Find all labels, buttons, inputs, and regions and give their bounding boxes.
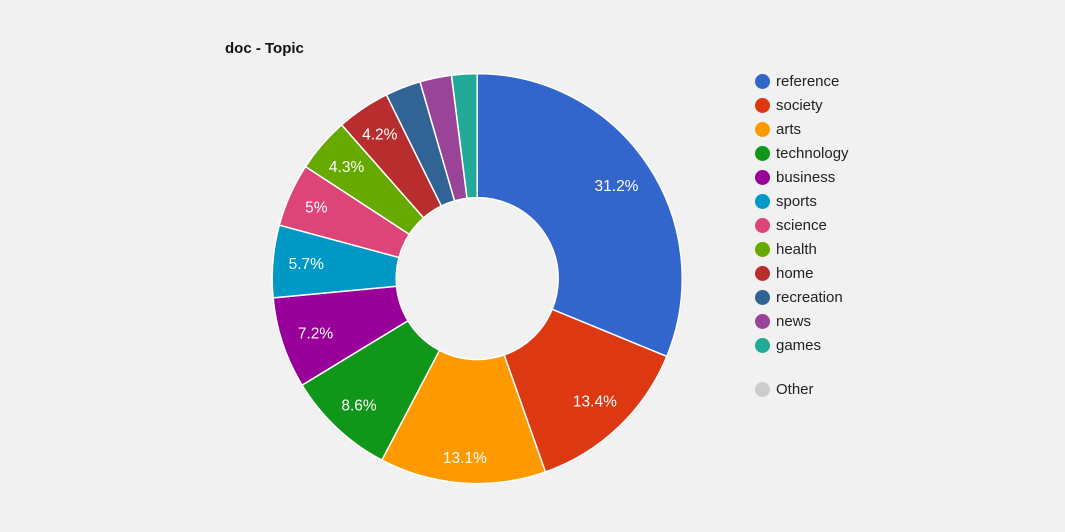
svg-text:8.6%: 8.6% xyxy=(341,398,377,415)
svg-text:4.2%: 4.2% xyxy=(362,127,398,144)
svg-text:13.4%: 13.4% xyxy=(573,394,617,411)
svg-text:5%: 5% xyxy=(305,199,328,216)
svg-text:31.2%: 31.2% xyxy=(595,178,639,195)
svg-text:5.7%: 5.7% xyxy=(289,256,325,273)
svg-text:4.3%: 4.3% xyxy=(329,159,365,176)
svg-text:13.1%: 13.1% xyxy=(443,450,487,467)
svg-text:7.2%: 7.2% xyxy=(298,325,334,342)
